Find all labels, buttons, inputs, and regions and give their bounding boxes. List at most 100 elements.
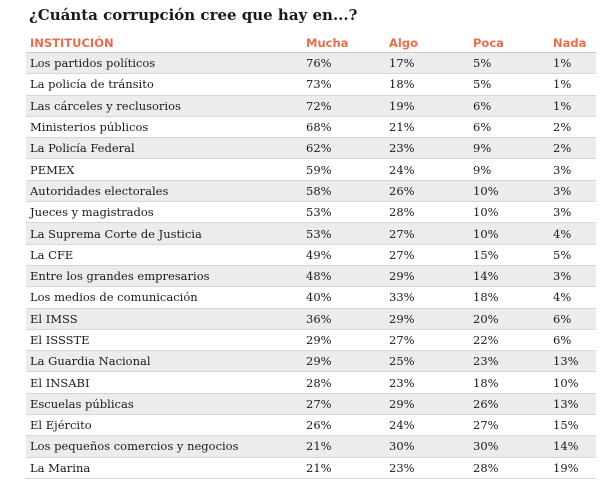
table-row: El Ejército 26% 24% 27% 15%: [26, 414, 596, 437]
cell-poca: 14%: [469, 265, 549, 288]
corruption-table: INSTITUCIÓN Mucha Algo Poca Nada Los par…: [26, 33, 596, 479]
cell-nada: 1%: [549, 95, 596, 117]
cell-nada: 4%: [549, 222, 596, 245]
table-row: Autoridades electorales 58% 26% 10% 3%: [26, 180, 596, 203]
cell-institution: PEMEX: [26, 158, 302, 181]
cell-algo: 23%: [385, 457, 469, 479]
table-row: Los medios de comunicación 40% 33% 18% 4%: [26, 286, 596, 309]
table-body: Los partidos políticos 76% 17% 5% 1% La polic…: [26, 52, 596, 479]
cell-institution: La policía de tránsito: [26, 73, 302, 96]
cell-mucha: 36%: [302, 308, 385, 330]
cell-algo: 17%: [385, 52, 469, 75]
table-row: Ministerios públicos 68% 21% 6% 2%: [26, 116, 596, 139]
cell-institution: El INSABI: [26, 371, 302, 394]
cell-poca: 22%: [469, 329, 549, 352]
table-row: PEMEX 59% 24% 9% 3%: [26, 158, 596, 181]
table-row: Los partidos políticos 76% 17% 5% 1%: [26, 52, 596, 75]
cell-poca: 20%: [469, 308, 549, 330]
cell-mucha: 58%: [302, 180, 385, 203]
cell-poca: 9%: [469, 158, 549, 181]
cell-mucha: 27%: [302, 393, 385, 416]
cell-algo: 30%: [385, 435, 469, 458]
cell-mucha: 73%: [302, 73, 385, 96]
cell-mucha: 49%: [302, 244, 385, 266]
cell-poca: 10%: [469, 222, 549, 245]
cell-nada: 6%: [549, 308, 596, 330]
cell-nada: 2%: [549, 116, 596, 139]
cell-poca: 10%: [469, 180, 549, 203]
cell-mucha: 29%: [302, 329, 385, 352]
column-header-institucion: INSTITUCIÓN: [26, 33, 302, 53]
column-header-nada: Nada: [549, 33, 596, 53]
table-row: Entre los grandes empresarios 48% 29% 14% 3%: [26, 265, 596, 288]
cell-mucha: 21%: [302, 457, 385, 479]
cell-institution: Los medios de comunicación: [26, 286, 302, 309]
cell-mucha: 72%: [302, 95, 385, 117]
cell-mucha: 28%: [302, 371, 385, 394]
cell-nada: 2%: [549, 137, 596, 160]
cell-nada: 19%: [549, 457, 596, 479]
cell-poca: 18%: [469, 371, 549, 394]
cell-nada: 13%: [549, 350, 596, 373]
cell-poca: 27%: [469, 414, 549, 437]
cell-algo: 28%: [385, 201, 469, 224]
cell-algo: 33%: [385, 286, 469, 309]
cell-mucha: 53%: [302, 201, 385, 224]
cell-institution: El IMSS: [26, 308, 302, 330]
cell-algo: 29%: [385, 308, 469, 330]
cell-nada: 1%: [549, 73, 596, 96]
table-row: Las cárceles y reclusorios 72% 19% 6% 1%: [26, 95, 596, 117]
cell-poca: 10%: [469, 201, 549, 224]
cell-poca: 15%: [469, 244, 549, 266]
chart-title: ¿Cuánta corrupción cree que hay en...?: [29, 6, 358, 24]
cell-institution: La Marina: [26, 457, 302, 479]
column-header-mucha: Mucha: [302, 33, 385, 53]
cell-algo: 23%: [385, 137, 469, 160]
cell-nada: 3%: [549, 180, 596, 203]
cell-mucha: 21%: [302, 435, 385, 458]
cell-mucha: 53%: [302, 222, 385, 245]
cell-institution: Los pequeños comercios y negocios: [26, 435, 302, 458]
cell-poca: 6%: [469, 95, 549, 117]
column-header-algo: Algo: [385, 33, 469, 53]
cell-mucha: 26%: [302, 414, 385, 437]
cell-institution: La CFE: [26, 244, 302, 266]
cell-institution: El ISSSTE: [26, 329, 302, 352]
cell-institution: Los partidos políticos: [26, 52, 302, 75]
cell-algo: 27%: [385, 222, 469, 245]
cell-nada: 6%: [549, 329, 596, 352]
cell-poca: 30%: [469, 435, 549, 458]
cell-mucha: 48%: [302, 265, 385, 288]
cell-algo: 25%: [385, 350, 469, 373]
cell-poca: 18%: [469, 286, 549, 309]
cell-poca: 26%: [469, 393, 549, 416]
table-header-row: INSTITUCIÓN Mucha Algo Poca Nada: [26, 33, 596, 53]
cell-poca: 5%: [469, 73, 549, 96]
table-row: La CFE 49% 27% 15% 5%: [26, 244, 596, 266]
cell-mucha: 68%: [302, 116, 385, 139]
cell-algo: 29%: [385, 393, 469, 416]
cell-institution: El Ejército: [26, 414, 302, 437]
table-row: El INSABI 28% 23% 18% 10%: [26, 371, 596, 394]
cell-institution: Las cárceles y reclusorios: [26, 95, 302, 117]
cell-algo: 24%: [385, 414, 469, 437]
cell-poca: 6%: [469, 116, 549, 139]
cell-algo: 19%: [385, 95, 469, 117]
cell-institution: Entre los grandes empresarios: [26, 265, 302, 288]
table-row: Escuelas públicas 27% 29% 26% 13%: [26, 393, 596, 416]
cell-algo: 18%: [385, 73, 469, 96]
table-row: Los pequeños comercios y negocios 21% 30% 3…: [26, 435, 596, 458]
cell-mucha: 29%: [302, 350, 385, 373]
cell-institution: Escuelas públicas: [26, 393, 302, 416]
cell-institution: Ministerios públicos: [26, 116, 302, 139]
table-row: La Marina 21% 23% 28% 19%: [26, 457, 596, 479]
cell-nada: 10%: [549, 371, 596, 394]
cell-mucha: 62%: [302, 137, 385, 160]
cell-poca: 23%: [469, 350, 549, 373]
cell-nada: 3%: [549, 201, 596, 224]
table-row: El ISSSTE 29% 27% 22% 6%: [26, 329, 596, 352]
cell-nada: 15%: [549, 414, 596, 437]
cell-mucha: 40%: [302, 286, 385, 309]
cell-institution: La Policía Federal: [26, 137, 302, 160]
